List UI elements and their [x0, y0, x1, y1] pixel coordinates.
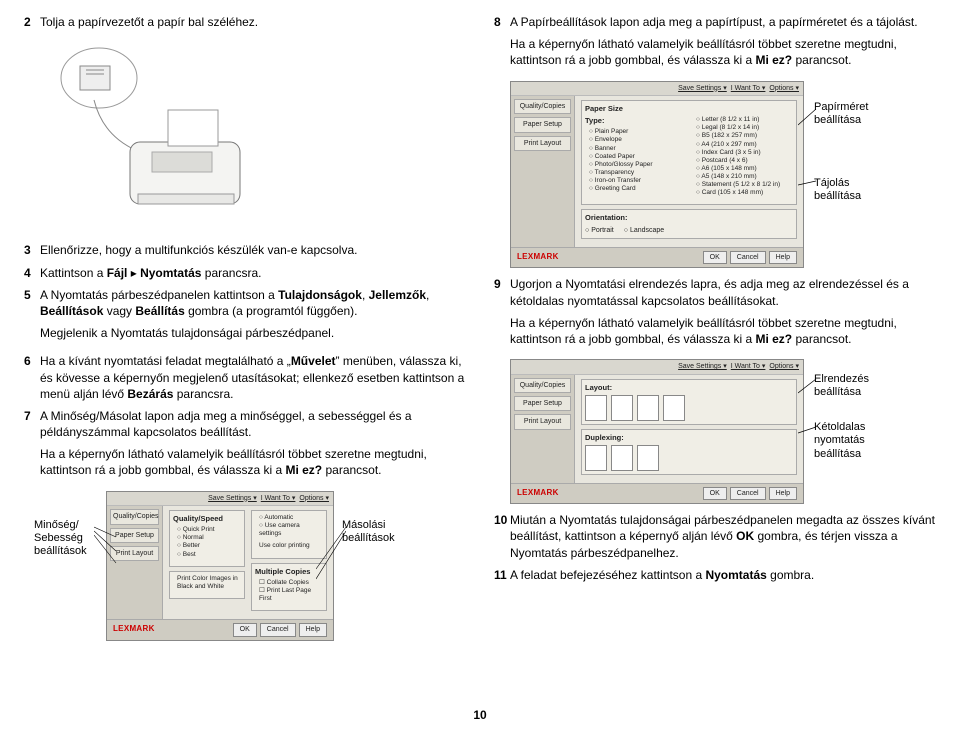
step-9: 9 Ugorjon a Nyomtatási elrendezés lapra,…	[494, 276, 936, 353]
step-2: 2 Tolja a papírvezetőt a papír bal szélé…	[24, 14, 466, 30]
step-6: 6 Ha a kívánt nyomtatási feladat megtalá…	[24, 353, 466, 402]
dialog-tabs: Quality/Copies Paper Setup Print Layout	[107, 506, 163, 619]
left-column: 2 Tolja a papírvezetőt a papír bal szélé…	[24, 14, 466, 649]
step-7: 7 A Minőség/Másolat lapon adja meg a min…	[24, 408, 466, 485]
orientation-callout: Tájolás beállítása	[814, 177, 861, 203]
print-layout-dialog: Save Settings ▾ I Want To ▾ Options ▾ Qu…	[510, 359, 804, 504]
help-button[interactable]: Help	[299, 623, 327, 636]
cancel-button[interactable]: Cancel	[260, 623, 296, 636]
right-column: 8 A Papírbeállítások lapon adja meg a pa…	[494, 14, 936, 649]
printer-illustration	[44, 40, 264, 230]
ok-button[interactable]: OK	[233, 623, 257, 636]
step-10: 10 Miután a Nyomtatás tulajdonságai párb…	[494, 512, 936, 561]
papersize-callout: Papírméret beállítása	[814, 101, 868, 127]
step-4: 4 Kattintson a Fájl ▸ Nyomtatás parancsr…	[24, 265, 466, 281]
step-3: 3 Ellenőrizze, hogy a multifunkciós kész…	[24, 242, 466, 258]
copy-label: Másolási beállítások	[342, 519, 395, 545]
step-11: 11 A feladat befejezéséhez kattintson a …	[494, 567, 936, 583]
paper-setup-dialog: Save Settings ▾ I Want To ▾ Options ▾ Qu…	[510, 81, 804, 269]
step-5: 5 A Nyomtatás párbeszédpanelen kattintso…	[24, 287, 466, 348]
step-8: 8 A Papírbeállítások lapon adja meg a pa…	[494, 14, 936, 75]
duplex-callout: Kétoldalas nyomtatás beállítása	[814, 421, 865, 461]
quality-speed-label: Minőség/ Sebesség beállítások	[34, 519, 96, 559]
layout-callout: Elrendezés beállítása	[814, 373, 869, 399]
step-number: 2	[24, 14, 40, 30]
page-number: 10	[473, 707, 486, 723]
quality-dialog: Save Settings ▾ I Want To ▾ Options ▾ Qu…	[106, 491, 334, 641]
step-text: Tolja a papírvezetőt a papír bal széléhe…	[40, 14, 466, 30]
lexmark-logo: LEXMARK	[113, 624, 155, 635]
